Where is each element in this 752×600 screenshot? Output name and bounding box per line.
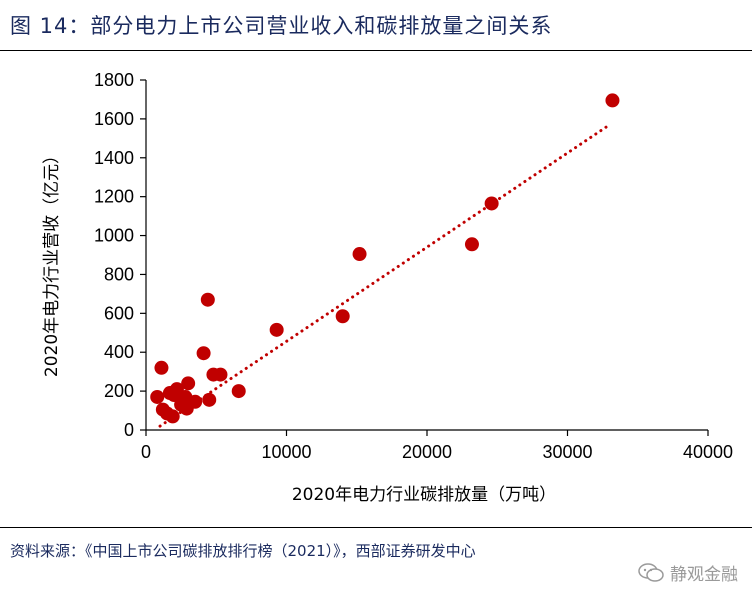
- x-tick-label: 20000: [402, 442, 452, 462]
- bottom-rule: [0, 527, 752, 528]
- data-point: [335, 309, 350, 324]
- data-point: [188, 394, 203, 409]
- data-point: [196, 346, 211, 361]
- x-tick-label: 0: [141, 442, 151, 462]
- data-point: [231, 384, 246, 399]
- data-point: [202, 392, 217, 407]
- y-tick-label: 400: [104, 342, 134, 362]
- data-point: [213, 367, 228, 382]
- data-point: [150, 389, 165, 404]
- y-tick-label: 1600: [94, 109, 134, 129]
- wechat-icon: [638, 562, 664, 582]
- data-point: [181, 376, 196, 391]
- data-point: [464, 237, 479, 252]
- y-tick-label: 200: [104, 381, 134, 401]
- data-point: [352, 247, 367, 262]
- y-tick-label: 0: [124, 420, 134, 440]
- watermark: 静观金融: [638, 560, 738, 585]
- y-tick-label: 800: [104, 264, 134, 284]
- data-point: [154, 360, 169, 375]
- data-point: [200, 292, 215, 307]
- y-tick-label: 1400: [94, 148, 134, 168]
- y-axis-title: 2020年电力行业营收（亿元）: [42, 147, 62, 377]
- y-tick-label: 1000: [94, 226, 134, 246]
- x-tick-label: 10000: [261, 442, 311, 462]
- trendline-path: [158, 123, 612, 428]
- y-tick-label: 600: [104, 303, 134, 323]
- scatter-chart: 0 200 400 600 800 1000 1200 1400 1600 1800 0 10000 2…: [42, 70, 733, 505]
- source-note: 资料来源：《中国上市公司碳排放排行榜（2021）》，西部证券研发中心: [10, 542, 476, 560]
- data-point: [484, 196, 499, 211]
- data-point: [269, 322, 284, 337]
- data-point: [165, 409, 180, 424]
- x-tick-label: 30000: [542, 442, 592, 462]
- data-points: [150, 93, 620, 424]
- y-tick-label: 1800: [94, 70, 134, 90]
- x-axis-title: 2020年电力行业碳排放量（万吨）: [292, 485, 556, 505]
- trendline: [158, 123, 612, 428]
- watermark-text: 静观金融: [670, 565, 738, 585]
- x-tick-label: 40000: [683, 442, 733, 462]
- top-rule: [0, 50, 752, 51]
- y-tick-label: 1200: [94, 187, 134, 207]
- chart-title: 图 14：部分电力上市公司营业收入和碳排放量之间关系: [10, 14, 553, 38]
- axes: 0 200 400 600 800 1000 1200 1400 1600 1800 0 10000 2…: [94, 70, 733, 462]
- data-point: [605, 93, 620, 108]
